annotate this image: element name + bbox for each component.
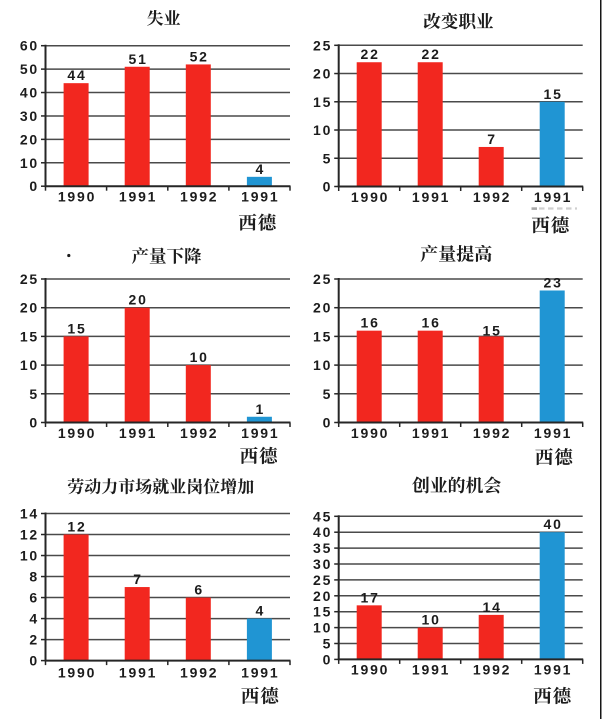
svg-text:22: 22 — [361, 46, 380, 62]
svg-text:20: 20 — [129, 292, 148, 308]
svg-text:1992: 1992 — [180, 189, 218, 205]
svg-text:1991: 1991 — [241, 425, 279, 441]
svg-text:4: 4 — [29, 611, 39, 627]
svg-text:60: 60 — [20, 38, 39, 54]
svg-text:1991: 1991 — [119, 425, 157, 441]
svg-text:15: 15 — [67, 320, 86, 336]
svg-text:1992: 1992 — [473, 662, 511, 678]
svg-text:1992: 1992 — [180, 665, 218, 681]
svg-text:44: 44 — [67, 67, 86, 83]
svg-text:5: 5 — [323, 386, 333, 402]
svg-text:14: 14 — [20, 506, 39, 522]
svg-text:4: 4 — [256, 603, 266, 619]
svg-text:51: 51 — [129, 51, 148, 67]
svg-text:10: 10 — [20, 548, 39, 564]
svg-text:14: 14 — [483, 599, 502, 615]
svg-text:15: 15 — [544, 86, 563, 102]
svg-text:15: 15 — [313, 328, 332, 344]
svg-text:10: 10 — [313, 620, 332, 636]
svg-text:7: 7 — [487, 131, 497, 147]
svg-text:1991: 1991 — [534, 189, 572, 205]
svg-text:10: 10 — [313, 122, 332, 138]
svg-text:1992: 1992 — [473, 189, 511, 205]
svg-text:40: 40 — [313, 524, 332, 540]
svg-text:10: 10 — [190, 349, 209, 365]
svg-text:0: 0 — [29, 653, 39, 669]
svg-text:10: 10 — [313, 357, 332, 373]
svg-text:17: 17 — [361, 589, 380, 605]
svg-text:1990: 1990 — [58, 665, 96, 681]
svg-text:23: 23 — [544, 274, 563, 290]
svg-text:1990: 1990 — [58, 425, 96, 441]
svg-text:1990: 1990 — [58, 189, 96, 205]
svg-text:25: 25 — [313, 572, 332, 588]
svg-text:25: 25 — [313, 271, 332, 287]
svg-text:20: 20 — [20, 131, 39, 147]
svg-text:1991: 1991 — [119, 665, 157, 681]
svg-text:20: 20 — [313, 300, 332, 316]
svg-text:12: 12 — [20, 527, 39, 543]
svg-text:10: 10 — [20, 155, 39, 171]
svg-text:50: 50 — [20, 61, 39, 77]
svg-text:1991: 1991 — [534, 662, 572, 678]
svg-text:1: 1 — [256, 401, 266, 417]
svg-text:52: 52 — [190, 48, 209, 64]
svg-text:1991: 1991 — [412, 425, 450, 441]
svg-text:0: 0 — [29, 178, 39, 194]
svg-text:1991: 1991 — [534, 425, 572, 441]
svg-text:30: 30 — [20, 108, 39, 124]
svg-text:15: 15 — [483, 322, 502, 338]
svg-text:15: 15 — [20, 328, 39, 344]
svg-text:5: 5 — [323, 636, 333, 652]
svg-text:20: 20 — [313, 588, 332, 604]
svg-text:1990: 1990 — [351, 189, 389, 205]
svg-text:12: 12 — [67, 519, 86, 535]
svg-text:1991: 1991 — [412, 189, 450, 205]
svg-text:1992: 1992 — [473, 425, 511, 441]
svg-text:7: 7 — [133, 571, 143, 587]
svg-text:25: 25 — [313, 37, 332, 53]
svg-text:10: 10 — [20, 357, 39, 373]
svg-text:1992: 1992 — [180, 425, 218, 441]
svg-text:22: 22 — [422, 46, 441, 62]
svg-text:15: 15 — [313, 604, 332, 620]
svg-text:0: 0 — [323, 179, 333, 195]
svg-text:1991: 1991 — [119, 189, 157, 205]
svg-text:15: 15 — [313, 94, 332, 110]
svg-text:16: 16 — [361, 315, 380, 331]
svg-text:2: 2 — [29, 632, 39, 648]
svg-text:5: 5 — [29, 386, 39, 402]
svg-text:40: 40 — [20, 85, 39, 101]
svg-text:0: 0 — [29, 415, 39, 431]
svg-text:25: 25 — [20, 271, 39, 287]
svg-text:45: 45 — [313, 508, 332, 524]
svg-text:1990: 1990 — [351, 662, 389, 678]
svg-text:0: 0 — [323, 651, 333, 667]
svg-text:35: 35 — [313, 540, 332, 556]
svg-text:30: 30 — [313, 556, 332, 572]
svg-text:1991: 1991 — [241, 665, 279, 681]
svg-text:40: 40 — [544, 516, 563, 532]
svg-text:1990: 1990 — [351, 425, 389, 441]
svg-text:6: 6 — [29, 590, 39, 606]
svg-text:8: 8 — [29, 569, 39, 585]
svg-text:0: 0 — [323, 415, 333, 431]
svg-text:10: 10 — [422, 612, 441, 628]
svg-text:4: 4 — [256, 161, 266, 177]
svg-text:16: 16 — [422, 315, 441, 331]
svg-text:6: 6 — [194, 582, 204, 598]
svg-text:20: 20 — [313, 66, 332, 82]
svg-text:1991: 1991 — [241, 189, 279, 205]
svg-text:1991: 1991 — [412, 662, 450, 678]
svg-text:5: 5 — [323, 150, 333, 166]
svg-text:20: 20 — [20, 300, 39, 316]
